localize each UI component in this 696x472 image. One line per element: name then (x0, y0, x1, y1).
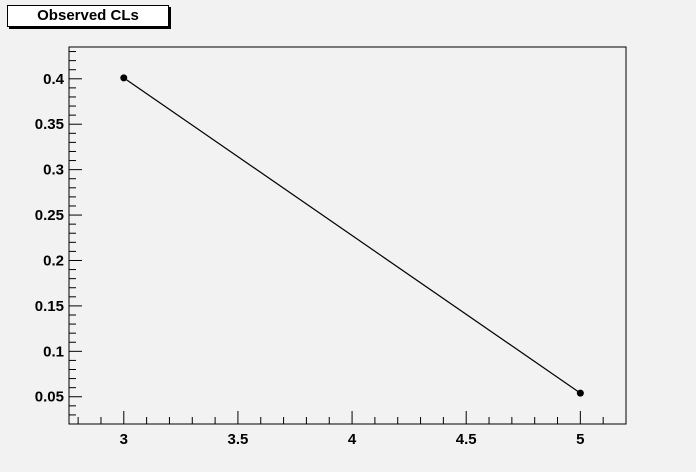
x-tick-label: 5 (576, 431, 584, 448)
y-tick-label: 0.15 (35, 298, 64, 315)
y-tick-label: 0.2 (43, 252, 64, 269)
series-line (123, 77, 581, 394)
x-tick-label: 4.5 (456, 431, 477, 448)
chart-title: Observed CLs (7, 5, 169, 27)
x-tick-label: 3 (120, 431, 128, 448)
x-tick-label: 3.5 (227, 431, 248, 448)
plot-frame (68, 46, 627, 425)
data-point (120, 74, 128, 82)
y-tick-label: 0.1 (43, 343, 64, 360)
x-tick-label: 4 (348, 431, 357, 448)
y-tick-label: 0.05 (35, 389, 64, 406)
data-point (576, 389, 584, 397)
y-tick-label: 0.25 (35, 207, 64, 224)
y-tick-label: 0.35 (35, 116, 64, 133)
y-tick-label: 0.4 (43, 71, 65, 88)
y-tick-label: 0.3 (43, 162, 64, 179)
